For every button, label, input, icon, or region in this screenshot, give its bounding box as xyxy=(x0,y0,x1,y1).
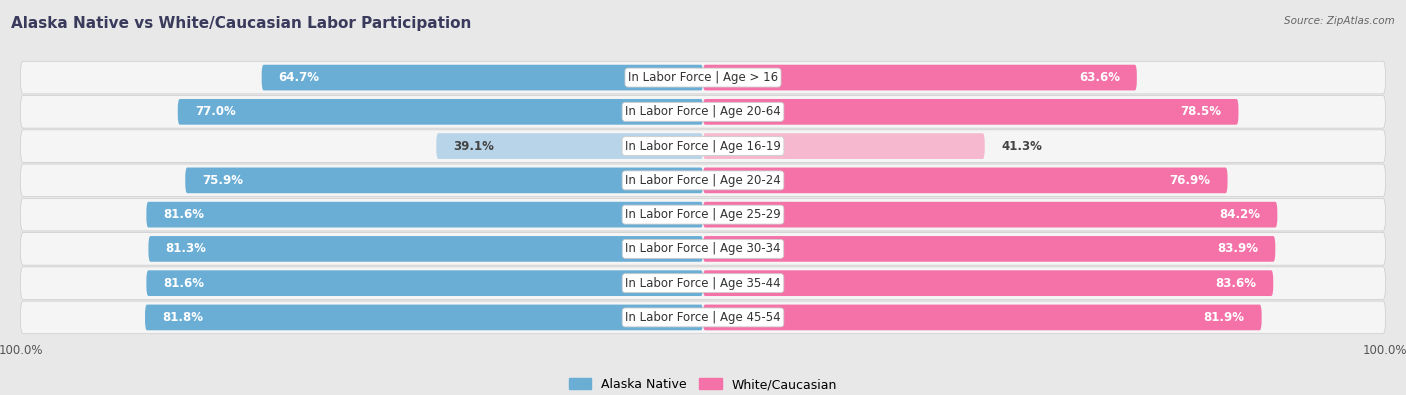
Text: Source: ZipAtlas.com: Source: ZipAtlas.com xyxy=(1284,16,1395,26)
FancyBboxPatch shape xyxy=(21,61,1385,94)
FancyBboxPatch shape xyxy=(703,236,1275,262)
Text: 63.6%: 63.6% xyxy=(1078,71,1119,84)
FancyBboxPatch shape xyxy=(703,133,984,159)
Text: 41.3%: 41.3% xyxy=(1001,139,1043,152)
FancyBboxPatch shape xyxy=(21,267,1385,299)
FancyBboxPatch shape xyxy=(177,99,703,125)
FancyBboxPatch shape xyxy=(703,305,1261,330)
Text: 83.9%: 83.9% xyxy=(1218,243,1258,256)
Text: In Labor Force | Age 30-34: In Labor Force | Age 30-34 xyxy=(626,243,780,256)
FancyBboxPatch shape xyxy=(146,270,703,296)
Text: 81.6%: 81.6% xyxy=(163,276,204,290)
Text: 78.5%: 78.5% xyxy=(1181,105,1222,118)
Text: In Labor Force | Age 45-54: In Labor Force | Age 45-54 xyxy=(626,311,780,324)
Text: 39.1%: 39.1% xyxy=(453,139,495,152)
Text: 64.7%: 64.7% xyxy=(278,71,319,84)
Text: 81.9%: 81.9% xyxy=(1204,311,1244,324)
FancyBboxPatch shape xyxy=(21,233,1385,265)
Text: In Labor Force | Age > 16: In Labor Force | Age > 16 xyxy=(628,71,778,84)
Text: 77.0%: 77.0% xyxy=(195,105,236,118)
Text: In Labor Force | Age 16-19: In Labor Force | Age 16-19 xyxy=(626,139,780,152)
FancyBboxPatch shape xyxy=(703,167,1227,193)
Text: 76.9%: 76.9% xyxy=(1170,174,1211,187)
FancyBboxPatch shape xyxy=(21,96,1385,128)
Text: Alaska Native vs White/Caucasian Labor Participation: Alaska Native vs White/Caucasian Labor P… xyxy=(11,16,471,31)
Text: In Labor Force | Age 25-29: In Labor Force | Age 25-29 xyxy=(626,208,780,221)
FancyBboxPatch shape xyxy=(436,133,703,159)
Text: 81.3%: 81.3% xyxy=(166,243,207,256)
Text: 81.8%: 81.8% xyxy=(162,311,202,324)
FancyBboxPatch shape xyxy=(145,305,703,330)
FancyBboxPatch shape xyxy=(21,301,1385,334)
Text: 84.2%: 84.2% xyxy=(1219,208,1260,221)
FancyBboxPatch shape xyxy=(703,202,1277,228)
Legend: Alaska Native, White/Caucasian: Alaska Native, White/Caucasian xyxy=(564,373,842,395)
Text: 81.6%: 81.6% xyxy=(163,208,204,221)
FancyBboxPatch shape xyxy=(262,65,703,90)
Text: In Labor Force | Age 20-64: In Labor Force | Age 20-64 xyxy=(626,105,780,118)
FancyBboxPatch shape xyxy=(21,130,1385,162)
FancyBboxPatch shape xyxy=(703,99,1239,125)
FancyBboxPatch shape xyxy=(149,236,703,262)
FancyBboxPatch shape xyxy=(703,270,1274,296)
Text: In Labor Force | Age 35-44: In Labor Force | Age 35-44 xyxy=(626,276,780,290)
FancyBboxPatch shape xyxy=(703,65,1137,90)
FancyBboxPatch shape xyxy=(146,202,703,228)
Text: In Labor Force | Age 20-24: In Labor Force | Age 20-24 xyxy=(626,174,780,187)
FancyBboxPatch shape xyxy=(21,198,1385,231)
FancyBboxPatch shape xyxy=(186,167,703,193)
FancyBboxPatch shape xyxy=(21,164,1385,197)
Text: 75.9%: 75.9% xyxy=(202,174,243,187)
Text: 83.6%: 83.6% xyxy=(1215,276,1256,290)
